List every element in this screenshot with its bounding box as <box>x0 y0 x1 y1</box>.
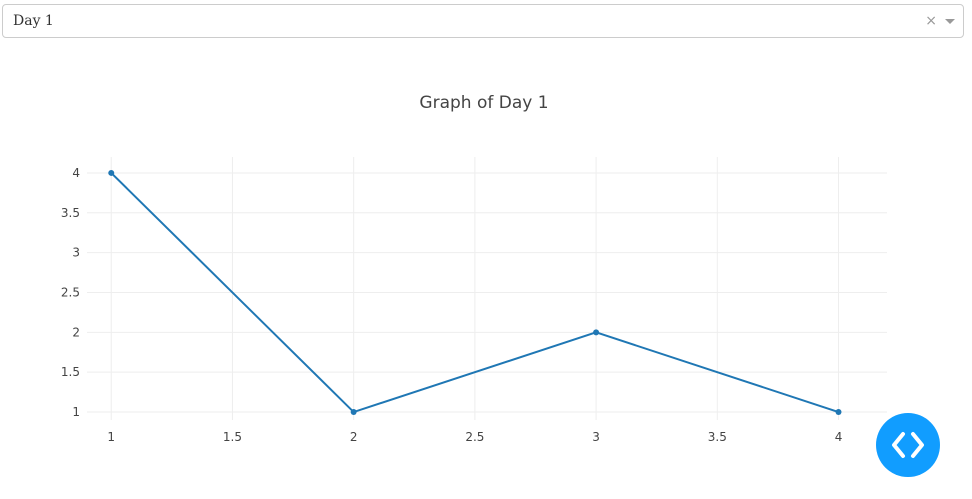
x-tick-label: 3 <box>592 430 600 444</box>
code-icon <box>892 432 924 458</box>
chart-grid <box>87 157 887 420</box>
dropdown-selected-value: Day 1 <box>13 13 54 29</box>
x-tick-label: 1.5 <box>223 430 242 444</box>
chevron-down-icon[interactable] <box>945 19 955 24</box>
y-tick-label: 3.5 <box>61 206 80 220</box>
series-layer <box>108 169 842 416</box>
series-line <box>110 172 839 414</box>
y-tick-label: 3 <box>72 246 80 260</box>
x-tick-label: 2 <box>350 430 358 444</box>
day-dropdown[interactable]: Day 1 × <box>2 4 964 38</box>
y-tick-label: 4 <box>72 166 80 180</box>
data-point[interactable] <box>593 329 600 336</box>
y-tick-label: 1 <box>72 405 80 419</box>
x-tick-label: 4 <box>835 430 843 444</box>
data-point[interactable] <box>108 169 115 176</box>
y-tick-label: 2 <box>72 325 80 339</box>
x-axis-ticks: 1 1.5 2 2.5 3 3.5 4 <box>107 430 842 444</box>
data-point[interactable] <box>350 409 357 416</box>
chart-title: Graph of Day 1 <box>419 93 548 113</box>
y-axis-ticks: 1 1.5 2 2.5 3 3.5 4 <box>61 166 80 419</box>
y-tick-label: 2.5 <box>61 285 80 299</box>
x-tick-label: 3.5 <box>708 430 727 444</box>
clear-icon[interactable]: × <box>925 13 937 29</box>
y-tick-label: 1.5 <box>61 365 80 379</box>
code-toggle-button[interactable] <box>876 413 940 477</box>
data-point[interactable] <box>835 409 842 416</box>
x-tick-label: 1 <box>107 430 115 444</box>
x-tick-label: 2.5 <box>465 430 484 444</box>
